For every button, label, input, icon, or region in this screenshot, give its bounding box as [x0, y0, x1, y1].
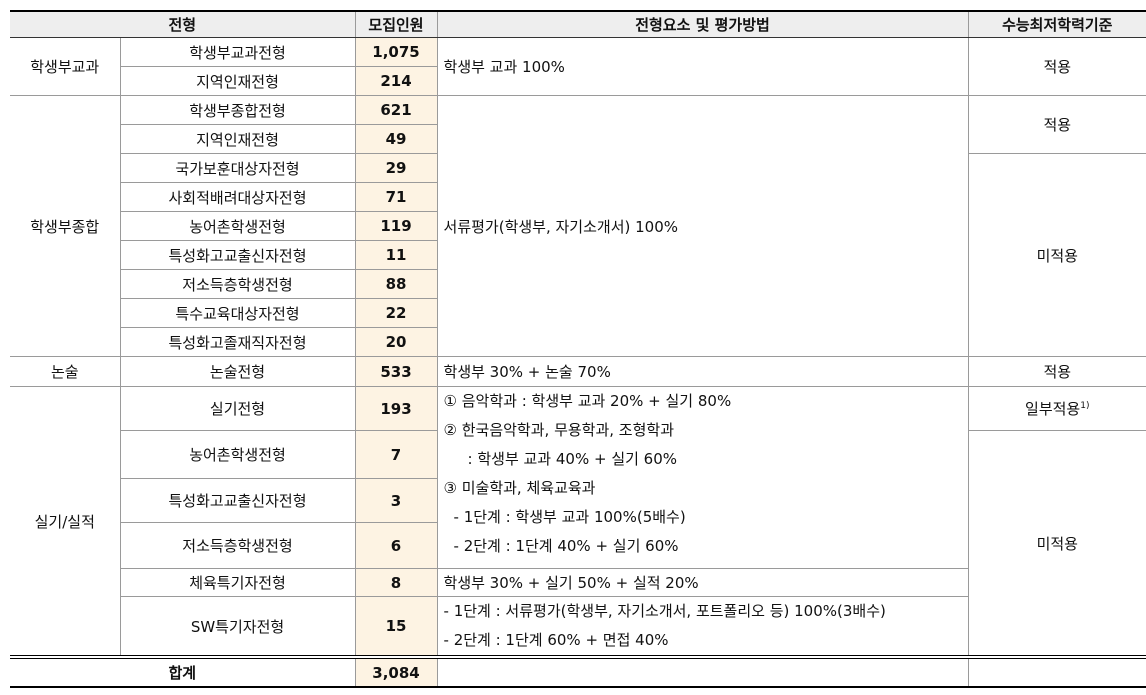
header-cell: 전형요소 및 평가방법	[436, 10, 969, 38]
admission-table: 전형 모집인원 전형요소 및 평가방법 수능최저학력기준 학생부교과 학생부교과전…	[10, 10, 1146, 688]
table-row: 특성화고졸재직자전형 20	[10, 327, 1146, 357]
csat-cell: 적용	[967, 95, 1146, 154]
type-cell: 특성화고교출신자전형	[120, 478, 356, 523]
quota-cell: 214	[354, 66, 438, 96]
method-line: ① 음악학과 : 학생부 교과 20% + 실기 80%	[443, 392, 732, 410]
table-row: 실기/실적 실기전형 193 ① 음악학과 : 학생부 교과 20% + 실기 80%…	[10, 386, 1146, 658]
quota-cell: 8	[354, 568, 438, 597]
quota-cell: 533	[354, 356, 438, 387]
total-row: 합계 3,084	[10, 655, 1146, 688]
quota-cell: 7	[354, 430, 438, 479]
type-cell: 체육특기자전형	[120, 568, 356, 597]
type-cell: SW특기자전형	[120, 596, 356, 658]
category-cell: 학생부교과	[10, 37, 121, 96]
table-row: 사회적배려대상자전형 71	[10, 182, 1146, 212]
category-cell: 논술	[10, 356, 121, 387]
method-cell: 학생부 30% + 논술 70%	[436, 356, 969, 387]
quota-cell: 49	[354, 124, 438, 154]
table-row: 지역인재전형 214	[10, 66, 1146, 96]
type-cell: 국가보훈대상자전형	[120, 153, 356, 183]
csat-text: 적용	[1043, 58, 1072, 76]
type-cell: 사회적배려대상자전형	[120, 182, 356, 212]
table-row: 특성화고교출신자전형 3	[10, 478, 1146, 523]
csat-text: 적용	[1043, 116, 1072, 134]
method-line: - 1단계 : 서류평가(학생부, 자기소개서, 포트폴리오 등) 100%(3…	[443, 602, 886, 620]
type-cell: 지역인재전형	[120, 124, 356, 154]
total-quota: 3,084	[354, 655, 438, 688]
method-cell: 학생부 30% + 실기 50% + 실적 20%	[436, 568, 969, 597]
quota-cell: 29	[354, 153, 438, 183]
quota-cell: 193	[354, 386, 438, 431]
quota-cell: 22	[354, 298, 438, 328]
csat-cell: 일부적용1)	[967, 386, 1146, 431]
type-cell: 논술전형	[119, 356, 356, 387]
csat-cell: 적용	[967, 37, 1146, 96]
table-row: 체육특기자전형 8 학생부 30% + 실기 50% + 실적 20%	[10, 568, 1146, 597]
method-cell: 학생부 교과 100%	[436, 37, 969, 96]
header-cell: 전형	[10, 10, 356, 38]
csat-text: 일부적용	[1025, 400, 1081, 418]
quota-cell: 88	[354, 269, 438, 299]
table-wrap: 전형 모집인원 전형요소 및 평가방법 수능최저학력기준 학생부교과 학생부교과전…	[10, 10, 1146, 688]
type-cell: 저소득층학생전형	[120, 522, 356, 569]
type-cell: 특성화고교출신자전형	[120, 240, 356, 270]
type-cell: 저소득층학생전형	[120, 269, 356, 299]
csat-text: 미적용	[1036, 534, 1078, 553]
table-part: 학생부교과 학생부교과전형 1,075 학생부 교과 100% 적용 지역인재전형 214 학…	[10, 37, 1146, 688]
method-line: - 2단계 : 1단계 60% + 면접 40%	[443, 631, 669, 649]
empty-cell	[436, 655, 969, 688]
table-row: 농어촌학생전형 7 미적용	[10, 430, 1146, 658]
method-line: ③ 미술학과, 체육교육과	[443, 479, 596, 497]
quota-cell: 1,075	[354, 37, 438, 67]
table-row: 지역인재전형 49	[10, 124, 1146, 154]
method-line: ② 한국음악학과, 무용학과, 조형학과	[443, 421, 675, 439]
header-cell: 모집인원	[354, 10, 438, 38]
table-row: 저소득층학생전형 6	[10, 522, 1146, 569]
table-part: 전형 모집인원 전형요소 및 평가방법 수능최저학력기준	[10, 10, 1146, 38]
category-cell: 학생부종합	[10, 95, 121, 357]
method-line: - 1단계 : 학생부 교과 100%(5배수)	[453, 508, 686, 526]
table-row: 학생부종합 학생부종합전형 621 서류평가(학생부, 자기소개서) 100% 적용	[10, 95, 1146, 357]
quota-cell: 119	[354, 211, 438, 241]
type-cell: 실기전형	[119, 386, 356, 431]
table-row: 논술 논술전형 533 학생부 30% + 논술 70% 적용	[10, 356, 1146, 387]
method-cell: 서류평가(학생부, 자기소개서) 100%	[436, 95, 969, 357]
table-row: 국가보훈대상자전형 29 미적용	[10, 153, 1146, 357]
method-cell: - 1단계 : 서류평가(학생부, 자기소개서, 포트폴리오 등) 100%(3…	[436, 596, 969, 658]
footnote-mark: 1)	[1080, 401, 1090, 411]
type-cell: 농어촌학생전형	[120, 430, 356, 479]
method-line: - 2단계 : 1단계 40% + 실기 60%	[453, 537, 679, 555]
csat-cell: 미적용	[967, 430, 1146, 658]
quota-cell: 11	[354, 240, 438, 270]
table-row: 특수교육대상자전형 22	[10, 298, 1146, 328]
type-cell: 특수교육대상자전형	[120, 298, 356, 328]
method-cell: ① 음악학과 : 학생부 교과 20% + 실기 80% ② 한국음악학과, 무용…	[436, 386, 969, 569]
table-row: 저소득층학생전형 88	[10, 269, 1146, 299]
csat-cell: 적용	[967, 356, 1146, 387]
csat-text: 적용	[1043, 363, 1072, 381]
table-row: SW특기자전형 15 - 1단계 : 서류평가(학생부, 자기소개서, 포트폴리오 …	[10, 596, 1146, 658]
quota-cell: 20	[354, 327, 438, 357]
quota-cell: 71	[354, 182, 438, 212]
type-cell: 학생부종합전형	[119, 95, 356, 125]
type-cell: 학생부교과전형	[119, 37, 356, 67]
table-row: 특성화고교출신자전형 11	[10, 240, 1146, 270]
quota-cell: 3	[354, 478, 438, 523]
table-part: 전형 모집인원 전형요소 및 평가방법 수능최저학력기준	[10, 10, 1146, 38]
type-cell: 지역인재전형	[120, 66, 356, 96]
table-row: 학생부교과 학생부교과전형 1,075 학생부 교과 100% 적용	[10, 37, 1146, 96]
quota-cell: 621	[354, 95, 438, 125]
quota-cell: 15	[354, 596, 438, 658]
type-cell: 농어촌학생전형	[120, 211, 356, 241]
method-line: : 학생부 교과 40% + 실기 60%	[467, 450, 678, 468]
type-cell: 특성화고졸재직자전형	[120, 327, 356, 357]
csat-text: 미적용	[1036, 246, 1078, 265]
category-cell: 실기/실적	[10, 386, 121, 658]
header-cell: 수능최저학력기준	[967, 10, 1146, 38]
empty-cell	[967, 655, 1146, 688]
quota-cell: 6	[354, 522, 438, 569]
total-label: 합계	[10, 655, 356, 688]
csat-cell: 미적용	[967, 153, 1146, 357]
